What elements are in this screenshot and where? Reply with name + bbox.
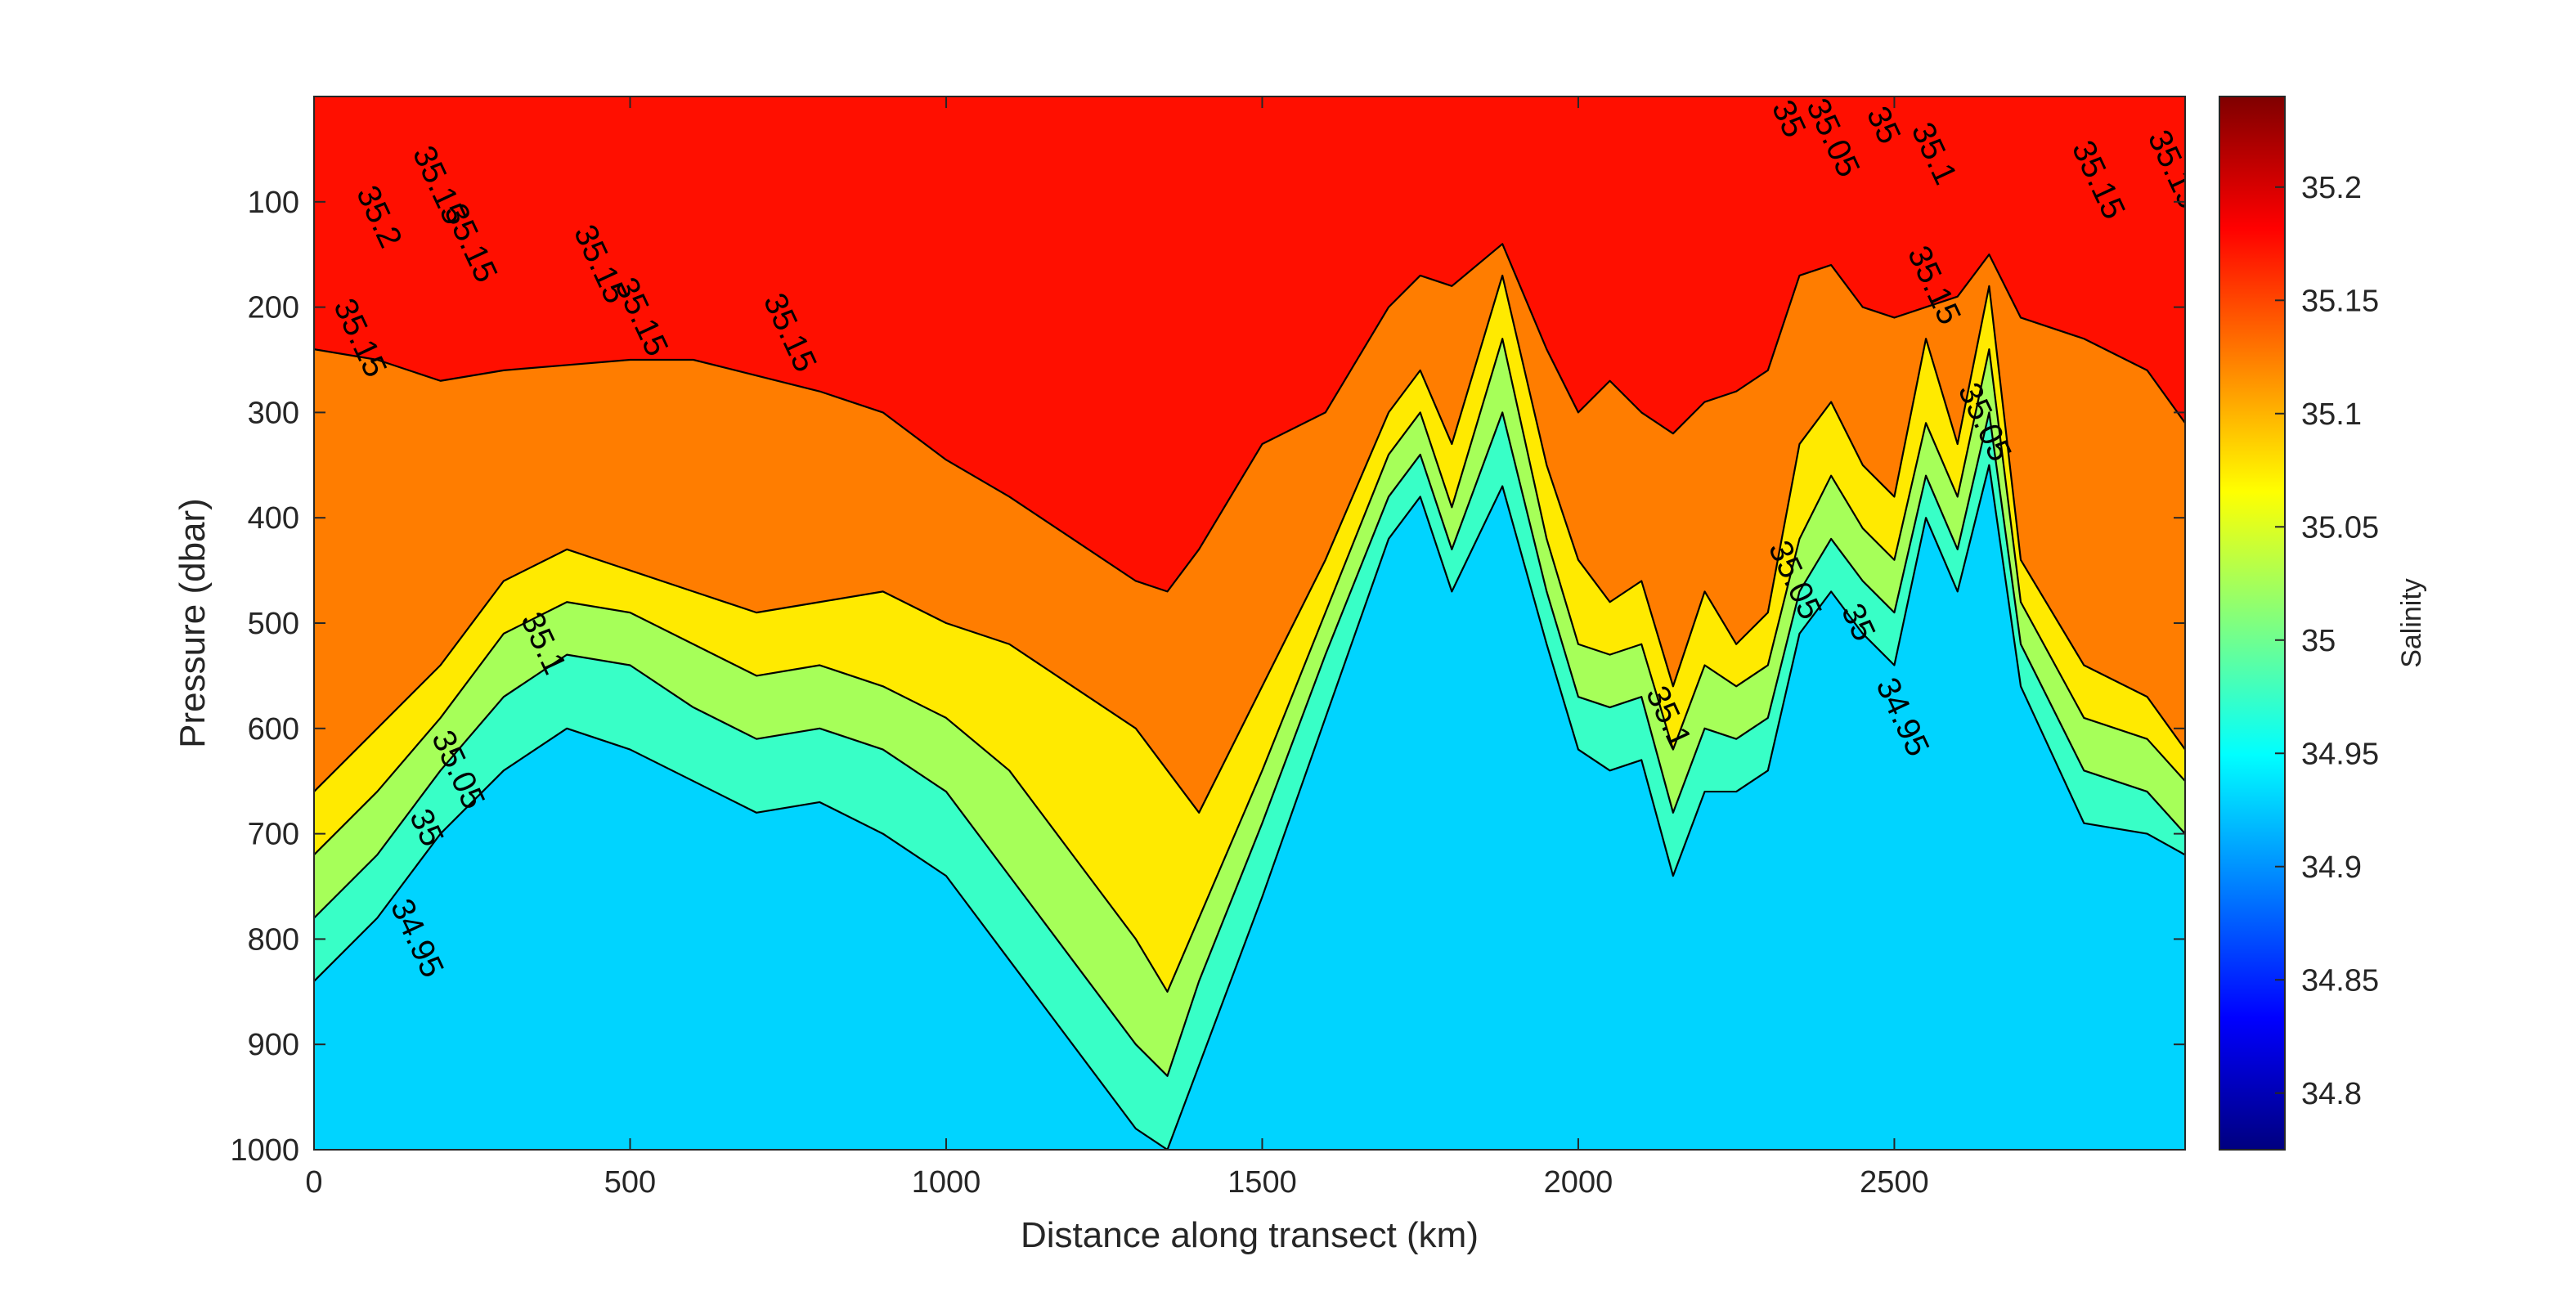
- y-tick-label: 300: [248, 396, 299, 430]
- y-tick-label: 800: [248, 922, 299, 957]
- contour-line-34-95: [314, 464, 2185, 1150]
- y-tick-label: 500: [248, 607, 299, 641]
- colorbar-tick-label: 34.9: [2301, 850, 2362, 885]
- y-tick-label: 400: [248, 501, 299, 536]
- x-tick-label: 2500: [1860, 1165, 1929, 1200]
- y-tick-label: 200: [248, 291, 299, 325]
- colorbar-tick-label: 34.8: [2301, 1077, 2362, 1111]
- colorbar-tick-label: 35.05: [2301, 510, 2379, 545]
- x-tick-label: 1500: [1227, 1165, 1297, 1200]
- band-below-34-95: [314, 464, 2185, 1150]
- x-tick-label: 0: [305, 1165, 322, 1200]
- colorbar-gradient: [2219, 96, 2286, 1151]
- x-axis-label: Distance along transect (km): [1021, 1215, 1479, 1255]
- contour-line-35-15: [314, 243, 2185, 593]
- colorbar: 34.8 34.85 34.9 34.95 35 35.05 35.1 35.15 35.2: [2219, 96, 2379, 1151]
- colorbar-label: Salinity: [2396, 578, 2427, 668]
- contour-line-35-05: [314, 338, 2185, 993]
- y-tick-label: 900: [248, 1028, 299, 1062]
- y-tick-label: 100: [248, 186, 299, 220]
- y-tick-label: 1000: [230, 1133, 299, 1168]
- colorbar-tick-label: 35: [2301, 624, 2336, 658]
- contour-line-35-1: [314, 274, 2185, 814]
- x-tick-label: 500: [604, 1165, 656, 1200]
- y-axis-label: Pressure (dbar): [173, 498, 213, 748]
- x-tick-label: 1000: [912, 1165, 981, 1200]
- axes: 0 500 1000 1500 2000 2500 100 200 300 400 500 600 70…: [230, 96, 2185, 1200]
- y-tick-label: 700: [248, 818, 299, 852]
- colorbar-tick-label: 34.95: [2301, 737, 2379, 771]
- colorbar-tick-label: 35.2: [2301, 171, 2362, 205]
- colorbar-tick-label: 35.1: [2301, 397, 2362, 432]
- colorbar-tick-label: 35.15: [2301, 284, 2379, 318]
- contour-line-35: [314, 411, 2185, 1077]
- y-tick-label: 600: [248, 712, 299, 747]
- colorbar-tick-label: 34.85: [2301, 963, 2379, 998]
- x-tick-label: 2000: [1544, 1165, 1613, 1200]
